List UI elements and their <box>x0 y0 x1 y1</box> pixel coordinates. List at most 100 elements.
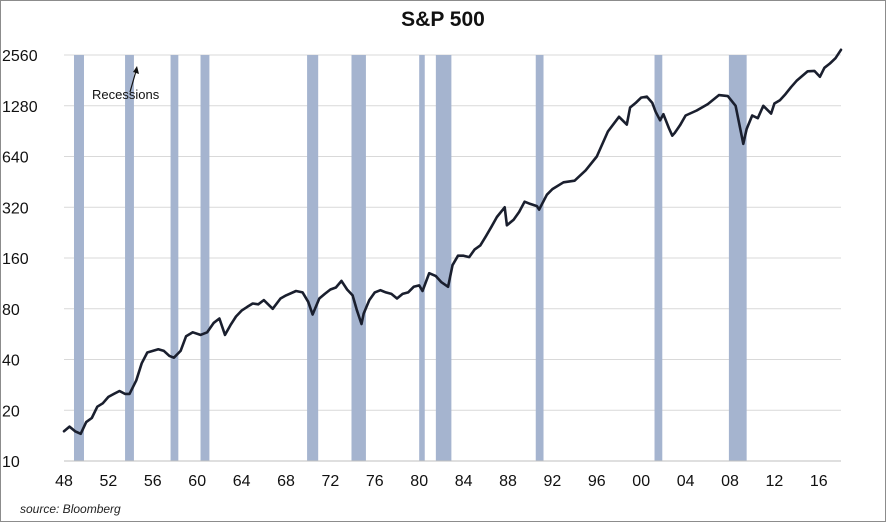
data-point <box>390 292 393 295</box>
data-point <box>163 349 165 352</box>
recession-band <box>73 55 84 461</box>
data-point <box>295 290 297 292</box>
data-point <box>206 331 209 334</box>
data-point <box>662 113 665 116</box>
data-point <box>124 393 126 395</box>
data-point <box>96 405 99 408</box>
data-point <box>496 216 498 218</box>
data-point <box>157 348 160 351</box>
data-point <box>595 155 598 158</box>
data-point <box>379 289 382 292</box>
data-point <box>779 99 781 102</box>
recession-band <box>170 55 179 461</box>
recessions-arrowhead <box>133 66 139 74</box>
data-point <box>651 102 654 104</box>
data-point <box>790 86 792 89</box>
data-point <box>479 244 482 247</box>
recession-band <box>307 55 319 461</box>
x-tick-label: 12 <box>766 473 784 490</box>
data-point <box>535 205 538 208</box>
data-point <box>695 109 698 112</box>
recessions-annotation: Recessions <box>92 87 160 102</box>
data-point <box>246 306 249 308</box>
data-point <box>351 294 354 297</box>
data-point <box>146 351 149 354</box>
recession-band <box>200 55 210 461</box>
data-point <box>634 102 637 104</box>
x-tick-label: 48 <box>55 473 73 490</box>
data-point <box>490 225 493 228</box>
data-point <box>251 302 254 305</box>
data-point <box>679 124 681 127</box>
recession-band <box>535 55 544 461</box>
data-point <box>473 248 476 251</box>
data-point <box>421 290 424 292</box>
data-point <box>659 119 661 122</box>
data-point <box>518 211 520 213</box>
data-point <box>806 70 809 73</box>
y-tick-label: 20 <box>2 403 20 420</box>
data-point <box>218 317 221 320</box>
data-point <box>323 292 326 295</box>
x-tick-label: 80 <box>410 473 428 490</box>
data-point <box>118 390 121 392</box>
y-tick-label: 640 <box>2 150 29 167</box>
y-tick-label: 2560 <box>2 48 38 65</box>
data-point <box>172 356 175 359</box>
data-point <box>823 66 826 69</box>
recession-band <box>419 55 425 461</box>
data-point <box>101 402 104 405</box>
data-point <box>85 421 88 424</box>
x-tick-label: 76 <box>366 473 384 490</box>
recession-band <box>728 55 747 461</box>
data-point <box>373 291 376 294</box>
data-point <box>726 95 729 98</box>
data-point <box>262 299 265 302</box>
data-point <box>135 379 138 382</box>
data-point <box>451 264 454 267</box>
recession-band <box>435 55 452 461</box>
data-point <box>79 432 82 435</box>
data-point <box>229 324 232 326</box>
data-point <box>329 288 332 291</box>
data-point <box>240 309 243 312</box>
data-point <box>113 393 115 395</box>
data-point <box>484 235 487 238</box>
data-point <box>128 393 131 395</box>
x-tick-label: 68 <box>277 473 295 490</box>
data-point <box>654 110 657 113</box>
data-point <box>356 309 358 312</box>
x-tick-label: 08 <box>721 473 739 490</box>
data-point <box>795 79 798 82</box>
data-point <box>668 127 670 130</box>
data-point <box>407 291 409 294</box>
data-point <box>618 115 620 118</box>
data-point <box>718 94 720 97</box>
data-point <box>335 286 337 289</box>
data-point <box>834 57 837 60</box>
data-point <box>68 425 71 428</box>
data-point <box>829 62 831 65</box>
data-point <box>301 291 304 294</box>
data-point <box>584 169 587 172</box>
data-point <box>447 285 449 288</box>
data-point <box>271 307 274 310</box>
recession-band <box>351 55 366 461</box>
data-point <box>742 143 745 145</box>
annotation-layer: Recessions <box>92 66 160 102</box>
data-point <box>770 112 772 115</box>
data-point <box>285 294 287 297</box>
recession-bands <box>73 55 747 461</box>
data-point <box>462 254 465 257</box>
data-point <box>784 93 787 96</box>
grid-layer <box>64 54 841 462</box>
data-point <box>63 430 65 433</box>
data-point <box>545 193 548 196</box>
data-point <box>74 430 76 433</box>
data-point <box>140 362 143 365</box>
data-point <box>311 313 314 316</box>
data-point <box>468 256 471 258</box>
recession-band <box>654 55 663 461</box>
chart-title: S&P 500 <box>401 8 485 31</box>
